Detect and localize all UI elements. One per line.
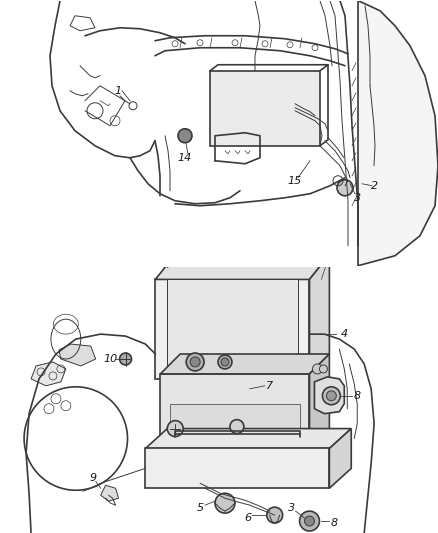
Circle shape: [312, 364, 322, 374]
Text: 1: 1: [114, 86, 122, 96]
Circle shape: [120, 353, 131, 365]
Circle shape: [337, 180, 353, 196]
Text: 15: 15: [288, 176, 302, 185]
Text: 4: 4: [341, 329, 348, 339]
Circle shape: [300, 511, 319, 531]
Circle shape: [319, 365, 327, 373]
Circle shape: [218, 355, 232, 369]
Polygon shape: [310, 255, 329, 379]
Bar: [160, 374, 310, 454]
Circle shape: [178, 129, 192, 143]
Circle shape: [215, 493, 235, 513]
Polygon shape: [210, 359, 270, 379]
Text: 6: 6: [244, 513, 251, 523]
Polygon shape: [310, 354, 329, 454]
Bar: [145, 448, 329, 488]
Text: 3: 3: [288, 503, 295, 513]
Bar: [155, 279, 310, 379]
Polygon shape: [59, 344, 95, 366]
Text: 9: 9: [89, 473, 96, 483]
Text: 7: 7: [266, 381, 273, 391]
Text: 10: 10: [103, 354, 118, 364]
Text: 2: 2: [371, 181, 378, 191]
Polygon shape: [101, 485, 119, 501]
Polygon shape: [329, 429, 351, 488]
Bar: [210, 71, 320, 146]
Text: 8: 8: [353, 391, 361, 401]
Circle shape: [221, 358, 229, 366]
Polygon shape: [314, 377, 344, 414]
Circle shape: [186, 353, 204, 371]
Polygon shape: [31, 362, 66, 386]
Text: 14: 14: [178, 153, 192, 163]
Circle shape: [190, 357, 200, 367]
Circle shape: [326, 391, 336, 401]
Polygon shape: [358, 1, 438, 266]
Circle shape: [267, 507, 283, 523]
Bar: [167, 279, 297, 367]
Text: 3: 3: [354, 193, 361, 203]
Text: 5: 5: [197, 503, 204, 513]
Polygon shape: [155, 255, 329, 279]
Circle shape: [322, 387, 340, 405]
Polygon shape: [160, 354, 329, 374]
Circle shape: [230, 419, 244, 433]
Bar: [170, 403, 300, 433]
Circle shape: [304, 516, 314, 526]
Text: 8: 8: [331, 518, 338, 528]
Circle shape: [167, 421, 183, 437]
Polygon shape: [145, 429, 351, 448]
